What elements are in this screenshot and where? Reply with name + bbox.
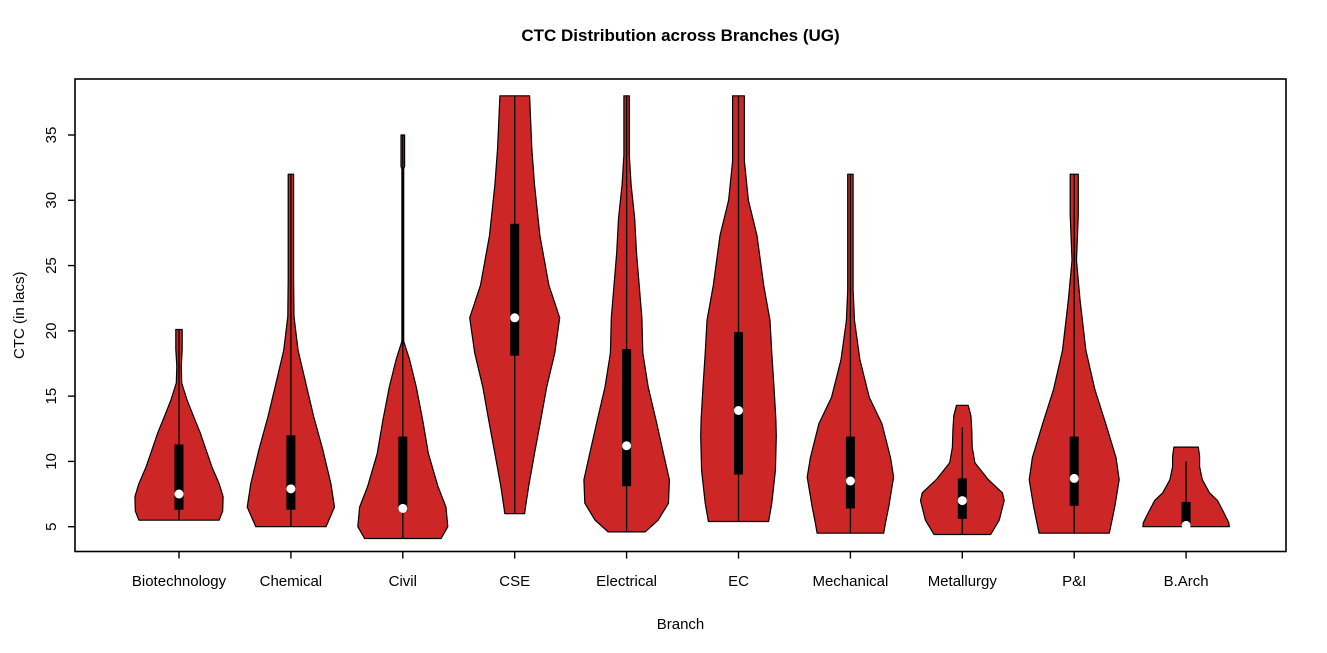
y-axis-title: CTC (in lacs) [11,271,28,359]
x-tick-label-cse: CSE [499,573,530,590]
y-tick-label: 25 [43,257,60,274]
iqr-box-ec [734,332,743,475]
chart-title: CTC Distribution across Branches (UG) [521,26,839,45]
iqr-box-electrical [622,349,632,487]
y-tick-label: 10 [43,453,60,470]
x-tick-label-p-i: P&I [1062,573,1086,590]
y-tick-label: 30 [43,192,60,209]
x-tick-label-metallurgy: Metallurgy [928,573,998,590]
x-tick-label-ec: EC [728,573,749,590]
x-tick-label-mechanical: Mechanical [812,573,888,590]
iqr-box-b-arch [1181,501,1191,526]
y-tick-label: 15 [43,388,60,405]
x-tick-label-civil: Civil [389,573,417,590]
iqr-box-chemical [286,435,296,510]
y-tick-label: 20 [43,323,60,340]
iqr-box-mechanical [845,436,855,509]
median-dot-cse [510,313,520,323]
median-dot-metallurgy [957,496,967,506]
iqr-box-civil [398,436,408,512]
x-tick-label-biotechnology: Biotechnology [132,573,227,590]
plot-border [74,78,1287,553]
y-tick-label: 35 [43,127,60,144]
median-dot-civil [398,503,408,513]
iqr-box-biotechnology [174,444,184,510]
median-dot-ec [734,405,743,415]
x-tick-label-chemical: Chemical [260,573,323,590]
median-dot-biotechnology [174,489,184,499]
median-dot-electrical [622,441,632,451]
y-tick-label: 5 [43,523,60,531]
median-dot-p-i [1069,473,1079,483]
median-dot-mechanical [845,476,855,486]
x-tick-label-electrical: Electrical [596,573,657,590]
x-axis-title: Branch [657,616,705,633]
median-dot-chemical [286,484,296,494]
iqr-box-p-i [1069,436,1079,506]
iqr-box-cse [510,223,520,356]
x-tick-label-b-arch: B.Arch [1164,573,1209,590]
median-dot-b-arch [1181,520,1191,530]
